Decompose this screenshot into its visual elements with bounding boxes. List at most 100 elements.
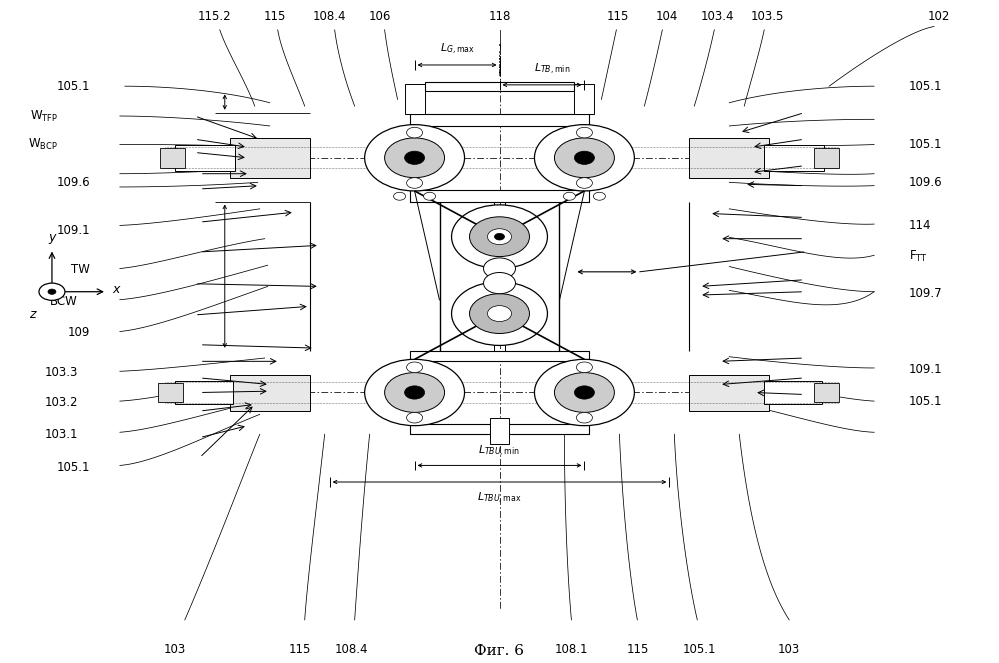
Circle shape [574, 151, 594, 164]
Circle shape [405, 386, 425, 399]
Text: x: x [112, 283, 119, 296]
Text: 109: 109 [68, 326, 90, 339]
Text: 106: 106 [369, 10, 391, 23]
Text: 103: 103 [778, 643, 800, 656]
Text: 103.4: 103.4 [700, 10, 734, 23]
Bar [425, 82, 574, 91]
Text: 103.5: 103.5 [750, 10, 784, 23]
Bar [689, 375, 769, 411]
Bar [230, 375, 310, 411]
Circle shape [452, 282, 547, 345]
Text: 105.1: 105.1 [909, 138, 943, 151]
Bar [158, 383, 183, 402]
Text: 115: 115 [626, 643, 648, 656]
Circle shape [394, 192, 406, 200]
Circle shape [470, 294, 529, 333]
Text: 109.1: 109.1 [909, 363, 943, 376]
Circle shape [385, 138, 445, 178]
Text: 108.4: 108.4 [335, 643, 369, 656]
Circle shape [488, 229, 511, 245]
Bar [410, 190, 589, 202]
Bar [175, 145, 235, 171]
Text: 109.6: 109.6 [909, 176, 943, 189]
Text: 103.1: 103.1 [44, 428, 78, 441]
Text: 105.1: 105.1 [56, 80, 90, 93]
Text: 115: 115 [606, 10, 628, 23]
Circle shape [554, 373, 614, 412]
Circle shape [407, 178, 423, 188]
Circle shape [563, 192, 575, 200]
Bar [405, 84, 425, 114]
Circle shape [424, 192, 436, 200]
Text: 115: 115 [264, 10, 286, 23]
Text: 105.1: 105.1 [909, 394, 943, 408]
Text: 104: 104 [656, 10, 678, 23]
Text: 103.3: 103.3 [45, 366, 78, 379]
Circle shape [48, 289, 56, 294]
Circle shape [576, 412, 592, 423]
Circle shape [534, 359, 634, 426]
Circle shape [576, 178, 592, 188]
Text: 118: 118 [489, 10, 510, 23]
Circle shape [554, 138, 614, 178]
Bar [410, 114, 589, 126]
Text: TW: TW [71, 263, 90, 276]
Bar [230, 138, 310, 178]
Bar [410, 424, 589, 434]
Text: $L_{TB,\mathrm{min}}$: $L_{TB,\mathrm{min}}$ [533, 62, 570, 77]
Bar [490, 418, 509, 444]
Text: Фиг. 6: Фиг. 6 [475, 644, 524, 658]
Bar [160, 148, 185, 168]
Text: $L_{TBU,\mathrm{min}}$: $L_{TBU,\mathrm{min}}$ [479, 444, 520, 459]
Text: 103: 103 [164, 643, 186, 656]
Circle shape [452, 205, 547, 269]
Circle shape [495, 233, 504, 240]
Text: 108.4: 108.4 [313, 10, 347, 23]
Bar [814, 383, 839, 402]
Circle shape [576, 127, 592, 138]
Bar [764, 381, 822, 404]
Circle shape [365, 359, 465, 426]
Bar [764, 145, 824, 171]
Circle shape [407, 127, 423, 138]
Text: z: z [29, 308, 35, 322]
Text: W$_{\mathrm{TFP}}$: W$_{\mathrm{TFP}}$ [30, 109, 58, 123]
Text: 114: 114 [909, 219, 932, 232]
Circle shape [407, 412, 423, 423]
Text: $L_{TBU,\mathrm{max}}$: $L_{TBU,\mathrm{max}}$ [478, 491, 521, 506]
Text: 109.6: 109.6 [56, 176, 90, 189]
Text: 103.2: 103.2 [44, 396, 78, 409]
Text: 105.1: 105.1 [56, 461, 90, 474]
Circle shape [39, 283, 65, 300]
Text: 109.7: 109.7 [909, 286, 943, 300]
Bar [814, 148, 839, 168]
Circle shape [484, 258, 515, 279]
Text: F$_{\mathrm{TT}}$: F$_{\mathrm{TT}}$ [909, 249, 928, 264]
Text: 115: 115 [289, 643, 311, 656]
Bar [689, 138, 769, 178]
Circle shape [385, 373, 445, 412]
Text: 102: 102 [928, 10, 950, 23]
Bar [574, 84, 594, 114]
Circle shape [365, 125, 465, 191]
Circle shape [484, 272, 515, 294]
Circle shape [407, 362, 423, 373]
Circle shape [576, 362, 592, 373]
Text: y: y [48, 231, 56, 244]
Text: BCW: BCW [50, 295, 78, 308]
Text: $L_{G,\mathrm{max}}$: $L_{G,\mathrm{max}}$ [440, 42, 475, 57]
Bar [175, 381, 233, 404]
Text: 108.1: 108.1 [554, 643, 588, 656]
Text: 115.2: 115.2 [198, 10, 232, 23]
Circle shape [488, 306, 511, 322]
Circle shape [534, 125, 634, 191]
Bar [410, 351, 589, 361]
Text: 109.1: 109.1 [56, 224, 90, 237]
Text: 105.1: 105.1 [682, 643, 716, 656]
Circle shape [574, 386, 594, 399]
Circle shape [405, 151, 425, 164]
Circle shape [593, 192, 605, 200]
Circle shape [470, 217, 529, 257]
Text: 105.1: 105.1 [909, 80, 943, 93]
Text: W$_{\mathrm{BCP}}$: W$_{\mathrm{BCP}}$ [28, 137, 58, 152]
